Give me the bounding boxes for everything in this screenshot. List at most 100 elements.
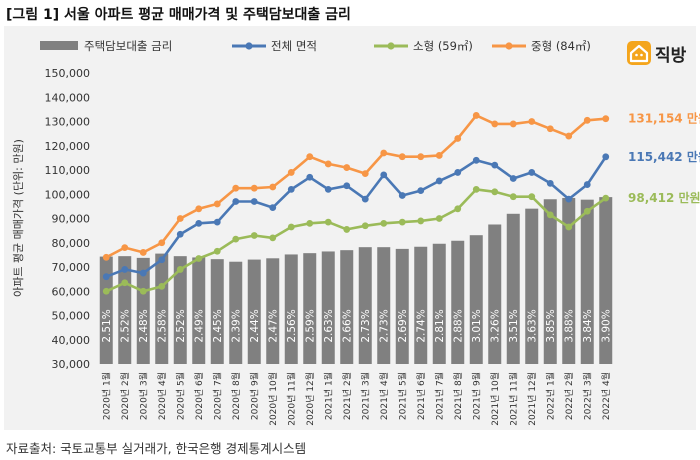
x-tick-label: 2020년 5월 bbox=[174, 372, 186, 420]
rate-bar bbox=[488, 224, 502, 364]
y-tick-label: 80,000 bbox=[52, 237, 91, 250]
series-point bbox=[139, 249, 147, 256]
series-point bbox=[602, 194, 610, 202]
rate-bars: 2.51% 2.52% 2.48% 2.58% 2.52% 2.49% 2.45% 2.39%… bbox=[99, 197, 613, 364]
rate-bar-label: 2.44% bbox=[249, 309, 261, 342]
rate-bar-label: 2.47% bbox=[267, 309, 279, 342]
rate-bar-label: 3.01% bbox=[471, 309, 483, 342]
series-end-label: 115,442 만원 bbox=[628, 149, 700, 164]
series-point bbox=[102, 287, 110, 295]
x-tick-label: 2022년 4월 bbox=[600, 372, 612, 420]
rate-bar bbox=[136, 257, 150, 364]
series-point bbox=[528, 193, 536, 201]
rate-bar-label: 3.90% bbox=[600, 309, 612, 342]
series-point bbox=[435, 152, 443, 159]
legend-marker-medium bbox=[505, 42, 513, 50]
rate-bar bbox=[99, 256, 113, 364]
rate-bar-label: 3.26% bbox=[489, 309, 501, 342]
series-point bbox=[435, 215, 443, 222]
series-point bbox=[139, 269, 147, 277]
y-tick-label: 90,000 bbox=[52, 213, 91, 226]
x-tick-label: 2020년 3월 bbox=[137, 372, 149, 420]
y-tick-label: 150,000 bbox=[45, 67, 91, 80]
rate-bar bbox=[377, 247, 391, 364]
y-tick-label: 120,000 bbox=[45, 140, 91, 153]
rate-bar-label: 2.45% bbox=[212, 309, 224, 342]
rate-bar-label: 2.58% bbox=[156, 309, 168, 342]
y-axis-label: 아파트 평균 매매가격 (단위: 만원) bbox=[12, 139, 25, 297]
x-tick-label: 2022년 1월 bbox=[544, 372, 556, 420]
series-point bbox=[287, 169, 295, 176]
rate-bar-label: 2.49% bbox=[193, 309, 205, 342]
x-tick-label: 2021년 7월 bbox=[433, 372, 445, 420]
logo-text: 직방 bbox=[655, 45, 687, 66]
series-point bbox=[158, 239, 166, 247]
rate-bar bbox=[580, 199, 594, 364]
rate-bar-label: 3.63% bbox=[526, 309, 538, 342]
series-point bbox=[491, 120, 499, 128]
rate-bar-label: 3.85% bbox=[545, 309, 557, 342]
rate-bar bbox=[210, 259, 224, 364]
series-point bbox=[343, 226, 351, 233]
rate-bar-label: 2.73% bbox=[378, 309, 390, 342]
series-point bbox=[121, 266, 129, 273]
series-point bbox=[139, 287, 147, 295]
x-tick-label: 2021년 6월 bbox=[415, 372, 427, 420]
series-point bbox=[472, 112, 480, 119]
y-tick-label: 100,000 bbox=[45, 188, 91, 201]
x-tick-label: 2020년 4월 bbox=[156, 372, 168, 420]
series-point bbox=[287, 223, 295, 231]
rate-bar bbox=[284, 254, 298, 364]
rate-bar-label: 2.74% bbox=[415, 309, 427, 342]
series-point bbox=[195, 205, 203, 213]
rate-bar bbox=[506, 213, 520, 364]
rate-bar-label: 2.88% bbox=[452, 309, 464, 342]
rate-bar-label: 3.51% bbox=[508, 309, 520, 342]
series-point bbox=[454, 205, 462, 213]
series-point bbox=[232, 198, 240, 205]
x-tick-label: 2020년 2월 bbox=[119, 372, 131, 420]
x-tick-label: 2021년 1월 bbox=[322, 372, 334, 420]
rate-bar-label: 2.51% bbox=[101, 309, 113, 342]
x-tick-label: 2020년 8월 bbox=[230, 372, 242, 420]
series-point bbox=[269, 204, 277, 211]
rate-bar bbox=[395, 248, 409, 364]
series-point bbox=[306, 153, 314, 161]
series-point bbox=[398, 192, 406, 199]
series-point bbox=[454, 169, 462, 176]
rate-bar bbox=[321, 251, 335, 364]
chart-legend: 주택담보대출 금리 전체 면적 소형 (59㎡) 중형 (84㎡) bbox=[40, 39, 591, 53]
zigbang-logo: 직방 bbox=[627, 40, 686, 66]
series-point bbox=[343, 182, 351, 190]
x-tick-label: 2020년 10월 bbox=[267, 372, 279, 426]
series-point bbox=[158, 283, 166, 290]
y-tick-label: 50,000 bbox=[52, 310, 91, 323]
series-point bbox=[491, 161, 499, 169]
series-point bbox=[546, 179, 554, 187]
x-tick-label: 2022년 3월 bbox=[581, 372, 593, 420]
rate-bar bbox=[266, 258, 280, 364]
series-point bbox=[324, 160, 332, 168]
rate-bar bbox=[192, 257, 206, 364]
rate-bar bbox=[229, 261, 243, 364]
series-point bbox=[269, 234, 277, 242]
series-point bbox=[472, 156, 480, 164]
series-point bbox=[380, 149, 388, 157]
series-point bbox=[417, 217, 425, 225]
x-axis-ticks: 2020년 1월 2020년 2월 2020년 3월 2020년 4월 2020년 5월… bbox=[100, 372, 612, 426]
series-line bbox=[105, 188, 607, 293]
rate-bar bbox=[247, 259, 261, 364]
series-point bbox=[565, 223, 573, 231]
rate-bar bbox=[173, 256, 187, 364]
legend-marker-total bbox=[245, 42, 253, 50]
series-point bbox=[287, 186, 295, 193]
series-point bbox=[324, 218, 332, 226]
series-end-label: 131,154 만원 bbox=[628, 111, 700, 126]
rate-bar bbox=[451, 240, 465, 364]
x-tick-label: 2020년 7월 bbox=[211, 372, 223, 420]
series-point bbox=[546, 125, 554, 133]
series-point bbox=[250, 198, 258, 205]
series-line bbox=[105, 156, 607, 278]
rate-bar bbox=[340, 250, 354, 364]
legend-label-medium: 중형 (84㎡) bbox=[531, 39, 591, 53]
